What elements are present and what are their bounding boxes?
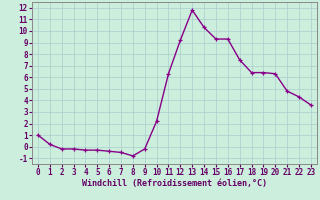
- X-axis label: Windchill (Refroidissement éolien,°C): Windchill (Refroidissement éolien,°C): [82, 179, 267, 188]
